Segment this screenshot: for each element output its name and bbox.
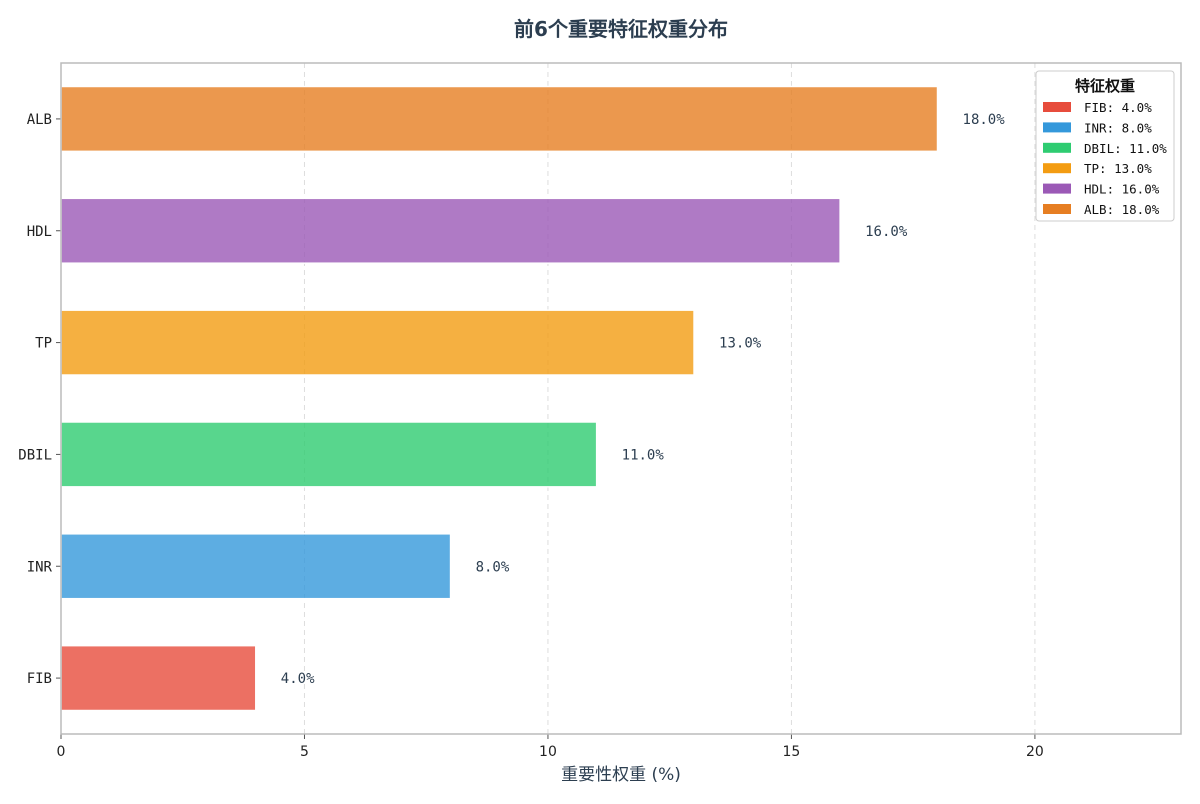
legend-entry-label: TP: 13.0% xyxy=(1084,161,1152,176)
x-axis-label: 重要性权重 (%) xyxy=(561,765,681,785)
y-tick-label-dbil: DBIL xyxy=(18,447,52,463)
x-tick-label: 20 xyxy=(1026,744,1044,760)
bar-fib xyxy=(60,644,257,712)
x-tick-label: 5 xyxy=(300,744,309,760)
y-tick-label-fib: FIB xyxy=(27,671,52,687)
y-axis-ticks: FIB INR DBIL TP HDL ALB xyxy=(18,112,61,687)
legend-entry-label: DBIL: 11.0% xyxy=(1084,141,1167,156)
bar-dbil xyxy=(60,421,598,488)
value-label-dbil: 11.0% xyxy=(622,447,665,463)
value-label-alb: 18.0% xyxy=(963,112,1006,128)
x-tick-label: 0 xyxy=(57,744,66,760)
legend-entry-label: HDL: 16.0% xyxy=(1084,182,1160,197)
legend-title: 特征权重 xyxy=(1075,77,1135,95)
x-axis-ticks: 0 5 10 15 20 xyxy=(57,734,1044,760)
value-label-tp: 13.0% xyxy=(719,336,762,352)
y-tick-label-inr: INR xyxy=(27,559,53,575)
y-tick-label-tp: TP xyxy=(35,336,52,352)
legend-entry-label: INR: 8.0% xyxy=(1084,120,1152,135)
bars xyxy=(60,85,939,712)
legend-swatch xyxy=(1043,122,1071,133)
legend-entry-label: ALB: 18.0% xyxy=(1084,202,1160,217)
legend: 特征权重 FIB: 4.0% INR: 8.0% DBIL: 11.0% TP: 13… xyxy=(1035,70,1175,222)
legend-swatch xyxy=(1043,102,1071,112)
bar-tp xyxy=(60,309,695,376)
value-labels: 4.0% 8.0% 11.0% 13.0% 16.0% 18.0% xyxy=(281,112,1005,687)
legend-swatch xyxy=(1043,183,1071,194)
grid-lines xyxy=(303,63,1036,734)
legend-entry-label: FIB: 4.0% xyxy=(1084,100,1152,115)
legend-swatch xyxy=(1043,163,1071,174)
legend-swatch xyxy=(1043,142,1071,153)
bar-hdl xyxy=(60,197,841,264)
legend-swatch xyxy=(1043,204,1071,214)
y-tick-label-hdl: HDL xyxy=(27,224,52,240)
y-tick-label-alb: ALB xyxy=(27,112,52,128)
bar-alb xyxy=(60,85,939,153)
bar-inr xyxy=(60,533,452,600)
x-tick-label: 10 xyxy=(539,744,557,760)
legend-entries: FIB: 4.0% INR: 8.0% DBIL: 11.0% TP: 13.0% HD… xyxy=(1043,100,1167,217)
value-label-hdl: 16.0% xyxy=(865,224,908,240)
value-label-fib: 4.0% xyxy=(281,671,315,687)
x-tick-label: 15 xyxy=(783,744,801,760)
chart-title: 前6个重要特征权重分布 xyxy=(514,17,728,41)
plot-frame xyxy=(60,62,1182,735)
value-label-inr: 8.0% xyxy=(476,559,510,575)
